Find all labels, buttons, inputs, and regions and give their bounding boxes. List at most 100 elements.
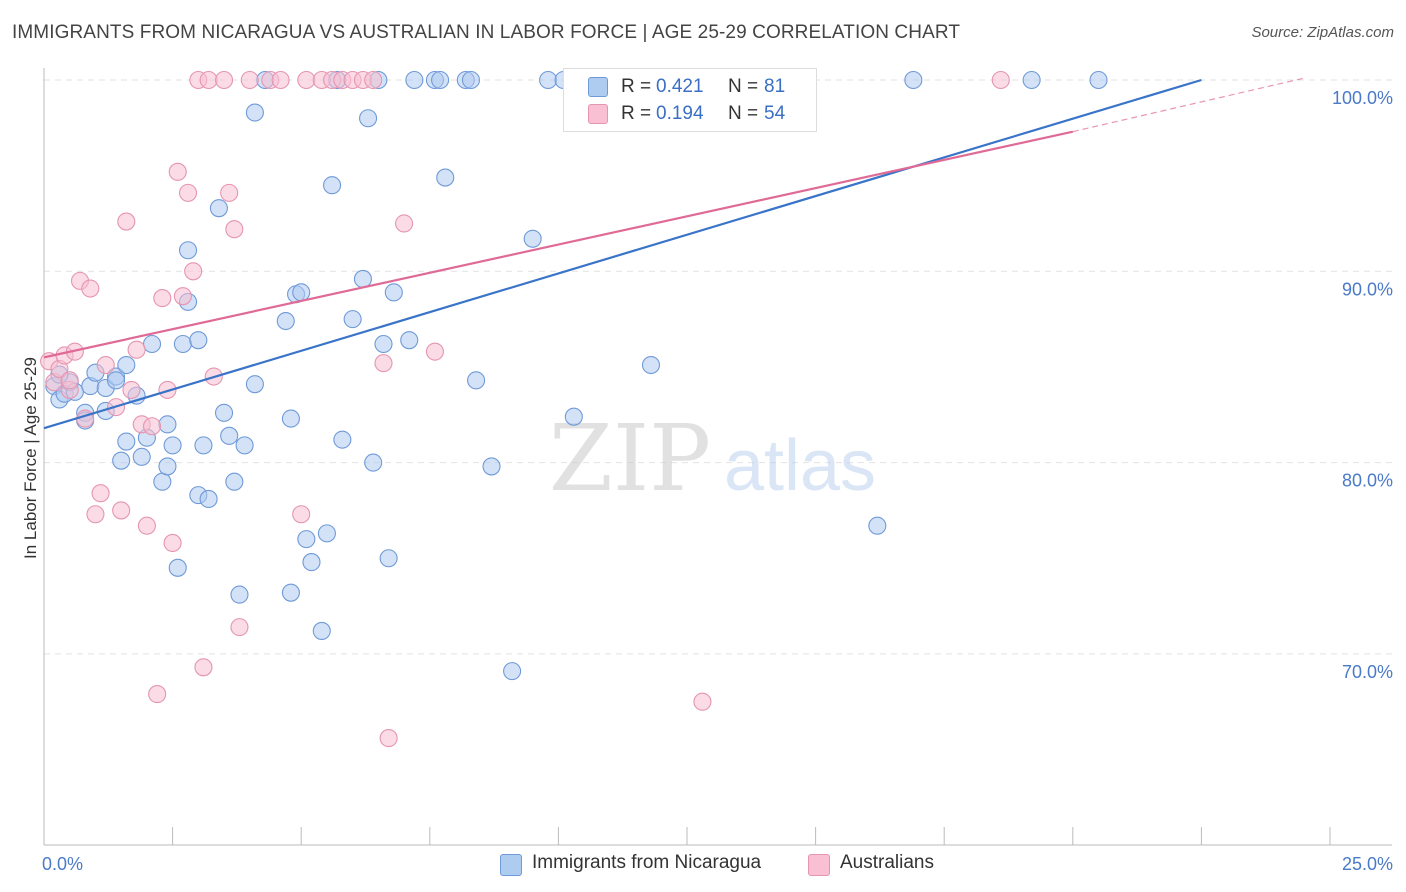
data-point	[379, 729, 398, 748]
data-point	[184, 262, 203, 281]
r-label: R =	[621, 103, 652, 124]
watermark-atlas: atlas	[724, 426, 876, 506]
data-point	[292, 505, 311, 524]
trend-line-australians	[43, 130, 1074, 359]
data-point	[235, 436, 254, 455]
data-point	[220, 426, 239, 445]
data-point	[168, 162, 187, 181]
axes	[43, 68, 1392, 846]
data-point	[240, 70, 259, 90]
legend-label-nicaragua: Immigrants from Nicaragua	[532, 852, 762, 873]
data-point	[142, 417, 162, 436]
data-point	[364, 453, 383, 472]
data-point	[137, 516, 156, 535]
data-point	[564, 407, 583, 426]
data-point	[225, 220, 244, 239]
data-point	[400, 331, 419, 350]
data-point	[142, 334, 162, 354]
data-point	[96, 355, 115, 375]
data-point	[199, 70, 218, 90]
trend-line-nicaragua	[43, 78, 1202, 430]
y-axis-label: In Labor Force | Age 25-29	[21, 357, 40, 559]
y-tick-label: 70.0%	[1342, 662, 1393, 682]
data-point	[523, 229, 542, 248]
data-point	[117, 212, 136, 231]
data-point	[384, 283, 403, 302]
nicaragua-legend-swatch	[500, 854, 522, 876]
data-point	[148, 685, 167, 704]
source-credit: Source: ZipAtlas.com	[1251, 24, 1394, 41]
data-point	[405, 70, 424, 90]
data-point	[81, 279, 100, 298]
data-point	[425, 342, 444, 361]
n-label: N =	[728, 76, 759, 97]
data-point	[173, 287, 192, 306]
data-point	[1022, 70, 1041, 90]
data-point	[359, 109, 378, 128]
series-nicaragua-points	[45, 70, 1108, 681]
data-point	[904, 70, 923, 90]
data-point	[230, 585, 249, 604]
data-point	[245, 375, 264, 394]
australians-legend-swatch	[808, 854, 830, 876]
data-point	[353, 269, 372, 289]
data-point	[379, 549, 398, 568]
data-point	[153, 472, 172, 491]
data-point	[364, 70, 383, 90]
data-point	[323, 176, 342, 195]
data-point	[209, 199, 228, 218]
data-point	[467, 371, 486, 390]
data-point	[503, 662, 522, 681]
data-point	[297, 70, 316, 90]
data-point	[436, 168, 455, 187]
data-point	[178, 183, 198, 202]
data-point	[153, 289, 172, 308]
y-tick-label: 100.0%	[1332, 88, 1393, 108]
data-point	[163, 436, 182, 455]
data-point	[693, 692, 712, 711]
data-point	[199, 489, 218, 508]
data-point	[281, 409, 300, 428]
data-point	[230, 618, 249, 637]
data-point	[1089, 70, 1108, 90]
watermark: ZIP atlas	[549, 405, 876, 512]
data-point	[168, 558, 187, 577]
data-point	[317, 524, 336, 543]
data-point	[991, 70, 1010, 90]
y-tick-label: 90.0%	[1342, 279, 1393, 299]
data-point	[86, 505, 105, 524]
chart-title: IMMIGRANTS FROM NICARAGUA VS AUSTRALIAN …	[12, 22, 961, 43]
r-label: R =	[621, 76, 652, 97]
n-label: N =	[728, 103, 759, 124]
data-point	[431, 70, 450, 90]
data-point	[178, 241, 198, 260]
australians-swatch	[588, 104, 608, 124]
data-point	[868, 516, 887, 535]
data-point	[214, 70, 234, 90]
data-point	[127, 340, 146, 359]
data-point	[220, 183, 239, 202]
data-point	[292, 283, 311, 302]
data-point	[173, 334, 192, 354]
data-point	[333, 430, 352, 449]
x-tick-label: 0.0%	[42, 854, 83, 874]
stats-legend: R = 0.421 N = 81 R = 0.194 N = 54	[563, 68, 817, 132]
data-point	[158, 415, 177, 434]
legend-label-australians: Australians	[840, 852, 934, 873]
series-australians-points	[40, 70, 1010, 748]
data-point	[271, 70, 290, 90]
data-point	[374, 354, 393, 373]
data-point	[106, 371, 126, 390]
trend-lines	[43, 77, 1305, 430]
data-point	[281, 583, 300, 602]
data-point	[641, 355, 661, 375]
data-point	[117, 355, 136, 375]
nicaragua-swatch	[588, 77, 608, 97]
scatter-points	[40, 70, 1108, 748]
data-point	[276, 311, 295, 331]
data-point	[122, 380, 141, 399]
data-point	[214, 403, 234, 422]
data-point	[112, 451, 131, 470]
data-point	[132, 447, 151, 466]
